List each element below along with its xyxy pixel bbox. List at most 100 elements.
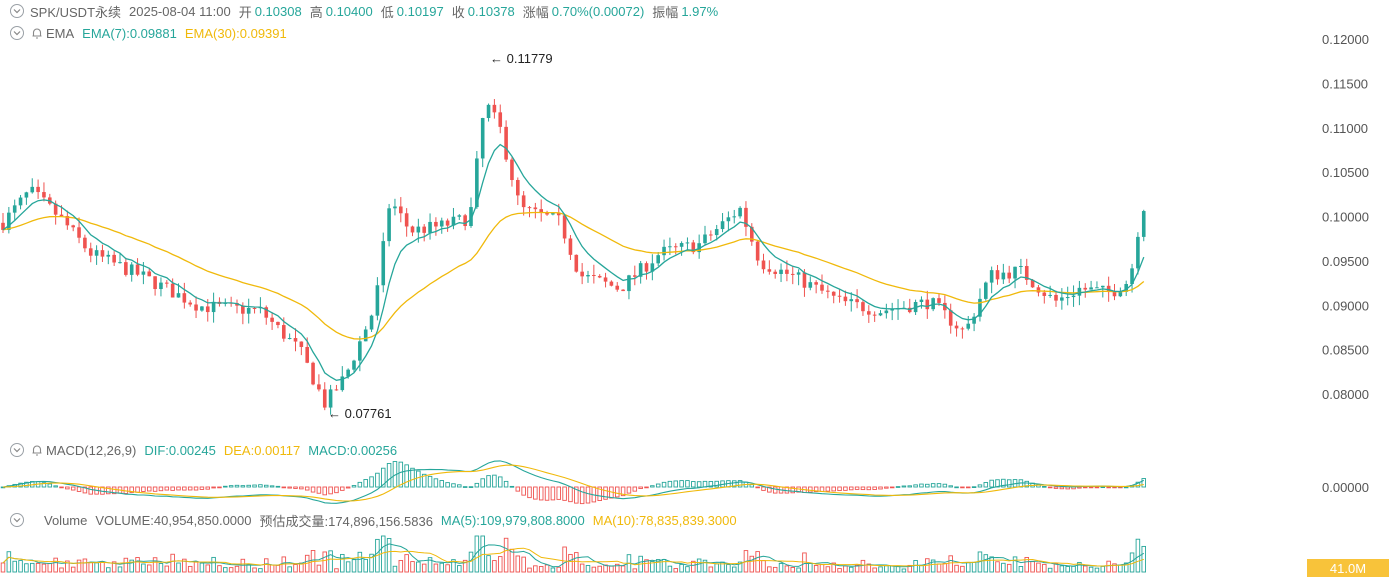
volume-bar: [106, 567, 111, 573]
volume-bar: [1018, 566, 1024, 573]
volume-bar: [252, 567, 257, 573]
macd-bar: [966, 486, 971, 489]
candle: [744, 201, 748, 237]
candle: [984, 281, 988, 301]
macd-bar: [76, 486, 82, 492]
macd-bar: [59, 486, 64, 489]
macd-bar: [989, 479, 994, 488]
volume-bar: [1088, 566, 1094, 573]
volume-bar: [293, 564, 298, 573]
volume-bar: [211, 556, 216, 573]
chevron-down-icon[interactable]: [10, 513, 24, 527]
volume-bar: [123, 557, 129, 573]
candle: [510, 157, 514, 187]
macd-bar: [714, 480, 719, 488]
volume-bar: [1112, 563, 1117, 573]
volume-bar: [24, 563, 29, 573]
candle: [896, 299, 900, 320]
macd-bar: [322, 486, 328, 496]
macd-bar: [544, 486, 550, 501]
volume-bar: [714, 563, 719, 573]
volume-bar: [187, 565, 193, 573]
candle: [989, 266, 994, 294]
chevron-down-icon[interactable]: [10, 26, 24, 40]
volume-bar: [983, 554, 989, 573]
macd-bar: [948, 485, 953, 488]
candle: [147, 268, 152, 277]
volume-bar: [784, 565, 790, 573]
macd-bar: [1024, 480, 1029, 488]
volume-bar: [1053, 563, 1059, 573]
volume-bar: [989, 556, 994, 573]
candle: [831, 291, 836, 304]
candle: [820, 274, 824, 294]
macd-bar: [492, 474, 497, 488]
candle: [592, 264, 596, 284]
volume-bar: [439, 562, 445, 573]
volume-bar: [591, 566, 597, 573]
candle: [375, 277, 380, 321]
volume-bar: [813, 565, 819, 573]
bell-icon[interactable]: [30, 443, 44, 457]
volume-bar: [53, 557, 58, 573]
candle: [574, 254, 579, 273]
candle: [129, 262, 134, 282]
candle: [404, 208, 409, 237]
volume-ma5: MA(5):109,979,808.8000: [440, 512, 585, 528]
volume-bar: [767, 566, 772, 573]
volume-bar: [498, 556, 503, 573]
chevron-down-icon[interactable]: [10, 4, 24, 18]
volume-bar: [223, 567, 228, 573]
volume-bar: [995, 561, 1000, 573]
volume-bar: [755, 551, 760, 573]
volume-bar: [1071, 565, 1076, 573]
candle: [100, 244, 105, 262]
macd-bar: [106, 486, 111, 495]
price-tick-8: 0.08000: [1322, 387, 1369, 402]
volume-bar: [1001, 562, 1006, 573]
volume-bar: [492, 560, 497, 573]
volume-bar: [819, 564, 825, 573]
macd-bar: [521, 486, 526, 496]
volume-bar: [889, 565, 895, 573]
macd-bar: [708, 480, 714, 488]
macd-bar: [451, 483, 456, 488]
candle: [492, 99, 497, 119]
volume-bar: [35, 562, 41, 573]
macd-bar: [685, 480, 690, 488]
macd-bar: [907, 485, 913, 488]
volume-bar: [831, 562, 836, 573]
macd-bar: [503, 480, 509, 488]
bell-icon[interactable]: [30, 26, 44, 40]
macd-bar: [755, 486, 760, 489]
volume-bar: [18, 560, 23, 573]
volume-bar: [544, 564, 550, 573]
macd-bar: [457, 484, 462, 488]
macd-bar: [316, 486, 322, 494]
macd-bar: [439, 480, 445, 488]
chevron-down-icon[interactable]: [10, 443, 24, 457]
macd-bar: [515, 486, 521, 492]
volume-bar: [88, 562, 93, 573]
macd-bar: [480, 478, 485, 488]
volume-bar: [1077, 561, 1082, 573]
volume-bar: [849, 566, 854, 573]
ema30-line: [2, 211, 1145, 340]
macd-bar: [1042, 485, 1047, 488]
macd-bar: [550, 486, 556, 501]
volume-bar: [1024, 557, 1029, 573]
macd-bar: [264, 484, 269, 488]
candle: [621, 289, 625, 292]
volume-bar: [217, 565, 222, 573]
volume-bar: [837, 568, 842, 573]
volume-bar: [696, 558, 702, 573]
candle: [480, 117, 485, 168]
volume-bar: [913, 560, 918, 573]
macd-bar: [615, 486, 620, 498]
macd-bar: [328, 486, 333, 495]
macd-bar: [369, 476, 374, 488]
macd-bar: [217, 486, 222, 489]
macd-axis-tick: 0.00000: [1322, 480, 1369, 495]
candle: [755, 241, 760, 266]
